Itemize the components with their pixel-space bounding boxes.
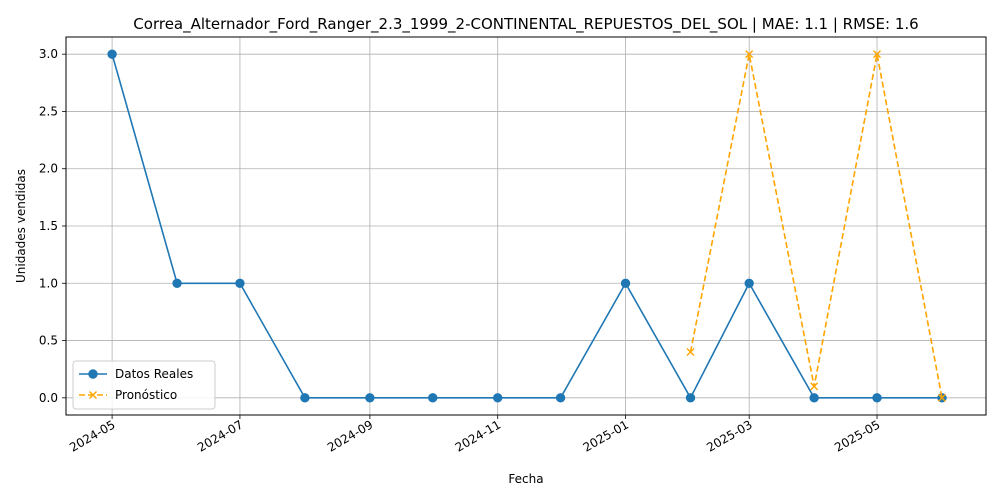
grid (66, 37, 986, 415)
y-tick-label: 2.5 (39, 104, 58, 118)
y-tick-label: 2.0 (39, 162, 58, 176)
y-tick-label: 0.0 (39, 391, 58, 405)
chart-title: Correa_Alternador_Ford_Ranger_2.3_1999_2… (133, 15, 918, 34)
marker-stroke (89, 391, 97, 399)
data-point (555, 393, 566, 403)
data-point (493, 393, 503, 403)
marker-stroke (937, 393, 946, 402)
data-point (744, 278, 754, 288)
data-point (686, 348, 695, 356)
series-line-0 (111, 53, 942, 399)
y-axis-title: Unidades vendidas (14, 169, 28, 283)
marker-stroke (810, 382, 819, 391)
y-tick-label: 3.0 (39, 47, 58, 61)
data-point (620, 278, 631, 288)
data-point (365, 393, 375, 403)
legend-label: Datos Reales (115, 367, 193, 381)
y-tick-label: 1.5 (39, 219, 58, 233)
data-point (809, 393, 819, 403)
legend-label: Pronóstico (115, 388, 177, 402)
data-point (300, 393, 310, 403)
data-point (745, 50, 754, 59)
legend: Datos Reales Pronóstico (72, 360, 216, 410)
data-point (235, 278, 245, 288)
data-point (685, 393, 696, 403)
legend-box (72, 360, 216, 410)
data-point (428, 393, 438, 403)
y-tick-label: 0.5 (39, 334, 58, 348)
marker-stroke (873, 50, 882, 59)
data-point (873, 50, 882, 59)
data-point (107, 49, 117, 59)
data-point (872, 393, 882, 403)
x-axis-title: Fecha (508, 472, 543, 486)
legend-swatch-marker (88, 369, 98, 379)
series-layer (107, 49, 947, 403)
marker-stroke (745, 50, 754, 59)
data-point (810, 382, 819, 391)
marker-stroke (686, 348, 695, 356)
data-point (172, 278, 182, 288)
legend-swatch-marker (89, 391, 97, 399)
y-tick-label: 1.0 (39, 276, 58, 290)
data-point (937, 393, 946, 402)
